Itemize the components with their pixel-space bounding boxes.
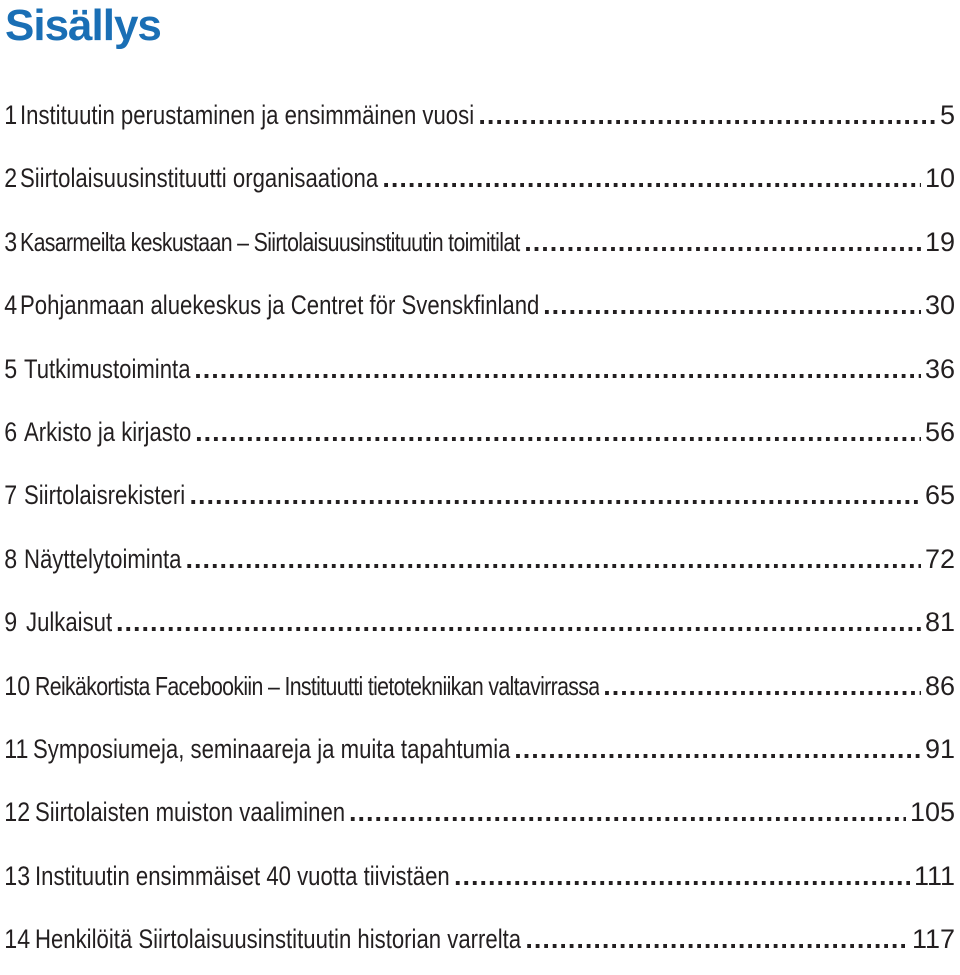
toc-entry-number: 11 — [4, 733, 29, 764]
dot-leader — [524, 215, 921, 269]
toc-entry-page: 56 — [924, 416, 955, 447]
toc-entry-title: Instituutin ensimmäiset 40 vuotta tiivis… — [35, 860, 450, 891]
toc-entry-title: Instituutin perustaminen ja ensimmäinen … — [20, 100, 475, 130]
toc-entry-page: 86 — [924, 670, 955, 701]
dot-leader — [454, 849, 910, 903]
toc-entry-number: 7 — [4, 480, 18, 511]
toc-entry-number: 10 — [4, 670, 31, 701]
toc-entry-number: 6 — [4, 416, 18, 447]
dot-leader — [189, 468, 920, 522]
toc-entry: 10 Reikäkortista Facebookiin – Instituut… — [0, 659, 960, 722]
toc-entry-number: 1 — [4, 100, 18, 130]
toc-entry-title: Reikäkortista Facebookiin – Instituutti … — [35, 670, 600, 701]
toc-entry: 4 Pohjanmaan aluekeskus ja Centret för S… — [0, 278, 960, 341]
toc-entry-number: 13 — [4, 860, 31, 891]
toc-entry-title: Siirtolaisrekisteri — [23, 480, 186, 511]
toc-entry-page: 72 — [924, 543, 955, 574]
toc-entry-title: Pohjanmaan aluekeskus ja Centret för Sve… — [20, 290, 540, 321]
toc-entry: 13 Instituutin ensimmäiset 40 vuotta tii… — [0, 849, 960, 912]
dot-leader — [603, 659, 921, 713]
toc-entry-page: 10 — [924, 163, 955, 194]
table-of-contents: 1 Instituutin perustaminen ja ensimmäine… — [0, 88, 960, 975]
dot-leader — [382, 151, 921, 205]
toc-entry: 14 Henkilöitä Siirtolaisuusinstituutin h… — [0, 912, 960, 975]
dot-leader — [195, 405, 921, 459]
toc-entry-page: 117 — [911, 924, 955, 955]
toc-entry-number: 14 — [4, 924, 31, 955]
toc-entry: 8 Näyttelytoiminta 72 — [0, 532, 960, 595]
toc-entry-title: Siirtolaisuusinstituutti organisaationa — [20, 163, 379, 194]
toc-entry-title: Näyttelytoiminta — [24, 543, 182, 574]
page-title: Sisällys — [5, 1, 162, 50]
toc-entry-number: 9 — [4, 607, 18, 638]
dot-leader — [543, 278, 921, 332]
toc-entry-page: 36 — [924, 353, 955, 384]
toc-entry-page: 105 — [909, 797, 955, 828]
toc-entry-number: 8 — [4, 543, 18, 574]
toc-entry-number: 5 — [4, 353, 18, 384]
toc-entry: 11 Symposiumeja, seminaareja ja muita ta… — [0, 722, 960, 785]
toc-entry: 1 Instituutin perustaminen ja ensimmäine… — [0, 88, 960, 151]
toc-entry-page: 65 — [924, 480, 955, 511]
toc-entry: 5 Tutkimustoiminta 36 — [0, 342, 960, 405]
toc-entry: 6 Arkisto ja kirjasto 56 — [0, 405, 960, 468]
toc-entry-page: 19 — [924, 226, 955, 257]
toc-entry-number: 4 — [4, 290, 18, 321]
dot-leader — [478, 88, 936, 142]
toc-entry: 12 Siirtolaisten muiston vaaliminen 105 — [0, 785, 960, 848]
dot-leader — [525, 912, 908, 966]
toc-entry-page: 81 — [924, 607, 955, 638]
toc-entry: 2 Siirtolaisuusinstituutti organisaation… — [0, 151, 960, 214]
toc-entry-number: 12 — [4, 797, 31, 828]
toc-entry-page: 91 — [924, 733, 955, 764]
toc-entry-title: Siirtolaisten muiston vaaliminen — [35, 797, 346, 828]
toc-entry: 3 Kasarmeilta keskustaan – Siirtolaisuus… — [0, 215, 960, 278]
toc-entry-title: Tutkimustoiminta — [23, 353, 191, 384]
dot-leader — [194, 342, 921, 396]
toc-entry-page: 30 — [924, 290, 955, 321]
dot-leader — [185, 532, 920, 586]
toc-entry-page: 5 — [939, 100, 955, 130]
toc-entry-page: 111 — [913, 860, 955, 891]
dot-leader — [116, 595, 921, 649]
toc-entry-title: Arkisto ja kirjasto — [23, 416, 192, 447]
toc-entry-number: 2 — [4, 163, 18, 194]
toc-entry: 7 Siirtolaisrekisteri 65 — [0, 468, 960, 531]
dot-leader — [349, 785, 906, 839]
dot-leader — [514, 722, 921, 776]
toc-entry-title: Kasarmeilta keskustaan – Siirtolaisuusin… — [20, 226, 520, 257]
toc-entry: 9 Julkaisut 81 — [0, 595, 960, 658]
toc-entry-number: 3 — [4, 226, 18, 257]
toc-entry-title: Julkaisut — [25, 607, 112, 638]
toc-entry-title: Henkilöitä Siirtolaisuusinstituutin hist… — [35, 924, 522, 955]
toc-entry-title: Symposiumeja, seminaareja ja muita tapah… — [33, 733, 511, 764]
